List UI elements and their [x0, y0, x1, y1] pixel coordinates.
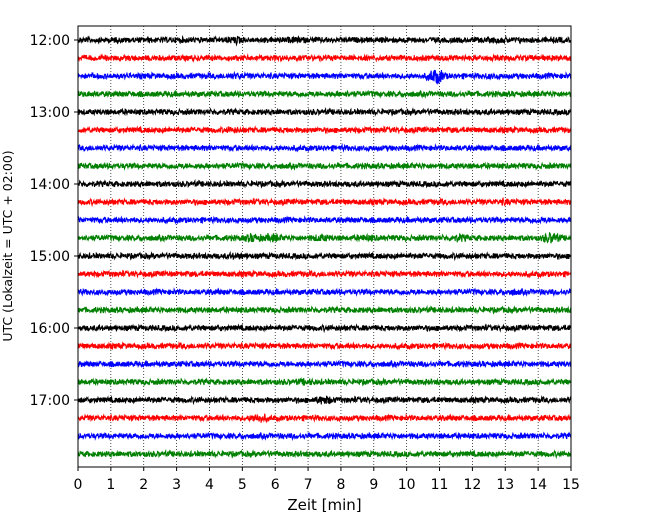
- trace-1630: [77, 359, 572, 369]
- trace-1430: [77, 215, 572, 225]
- y-tick-label-2: 14:00: [30, 177, 70, 193]
- x-tick-label-14: 14: [529, 477, 547, 493]
- y-tick-label-5: 17:00: [30, 393, 70, 409]
- trace-1645: [77, 376, 572, 387]
- x-tick-label-4: 4: [205, 477, 214, 493]
- y-axis: 12:00 13:00 14:00 15:00 16:00 17:00: [30, 33, 78, 409]
- x-tick-label-5: 5: [238, 477, 247, 493]
- trace-1615: [77, 341, 572, 351]
- trace-1715: [77, 413, 572, 424]
- trace-1230: [77, 69, 572, 85]
- trace-1315: [77, 125, 572, 135]
- y-tick-label-3: 15:00: [30, 249, 70, 265]
- trace-1745: [77, 448, 572, 460]
- x-tick-label-6: 6: [271, 477, 280, 493]
- trace-1515: [77, 269, 572, 279]
- x-tick-label-11: 11: [431, 477, 449, 493]
- y-tick-label-1: 13:00: [30, 105, 70, 121]
- x-tick-label-2: 2: [139, 477, 148, 493]
- trace-1730: [77, 431, 572, 442]
- trace-1200: [77, 34, 572, 47]
- trace-1700: [77, 395, 572, 406]
- trace-1600: [77, 323, 572, 334]
- trace-1500: [77, 250, 572, 262]
- x-tick-label-12: 12: [463, 477, 481, 493]
- trace-1345: [77, 161, 572, 171]
- x-tick-label-13: 13: [496, 477, 514, 493]
- trace-1245: [77, 89, 572, 99]
- x-tick-label-1: 1: [106, 477, 115, 493]
- trace-1215: [77, 53, 572, 63]
- y-axis-label: UTC (Lokalzeit = UTC + 02:00): [0, 150, 15, 341]
- trace-1530: [77, 287, 572, 298]
- trace-1415: [77, 196, 572, 208]
- y-tick-label-0: 12:00: [30, 33, 70, 49]
- x-axis: 0 1 2 3 4 5 6 7 8 9 10 11 12 13 14 15: [74, 467, 580, 493]
- x-tick-label-0: 0: [74, 477, 83, 493]
- x-tick-label-9: 9: [369, 477, 378, 493]
- y-tick-label-4: 16:00: [30, 321, 70, 337]
- x-tick-label-3: 3: [172, 477, 181, 493]
- x-tick-label-10: 10: [398, 477, 416, 493]
- trace-1545: [77, 304, 572, 315]
- trace-1400: [77, 178, 572, 189]
- trace-1445: [77, 231, 572, 244]
- plot-frame: [77, 25, 572, 468]
- x-tick-label-8: 8: [336, 477, 345, 493]
- x-axis-label: Zeit [min]: [287, 496, 361, 514]
- x-tick-label-7: 7: [304, 477, 313, 493]
- trace-1330: [77, 142, 572, 153]
- x-tick-label-15: 15: [562, 477, 580, 493]
- trace-1300: [77, 106, 572, 117]
- trace-layer: [77, 34, 572, 460]
